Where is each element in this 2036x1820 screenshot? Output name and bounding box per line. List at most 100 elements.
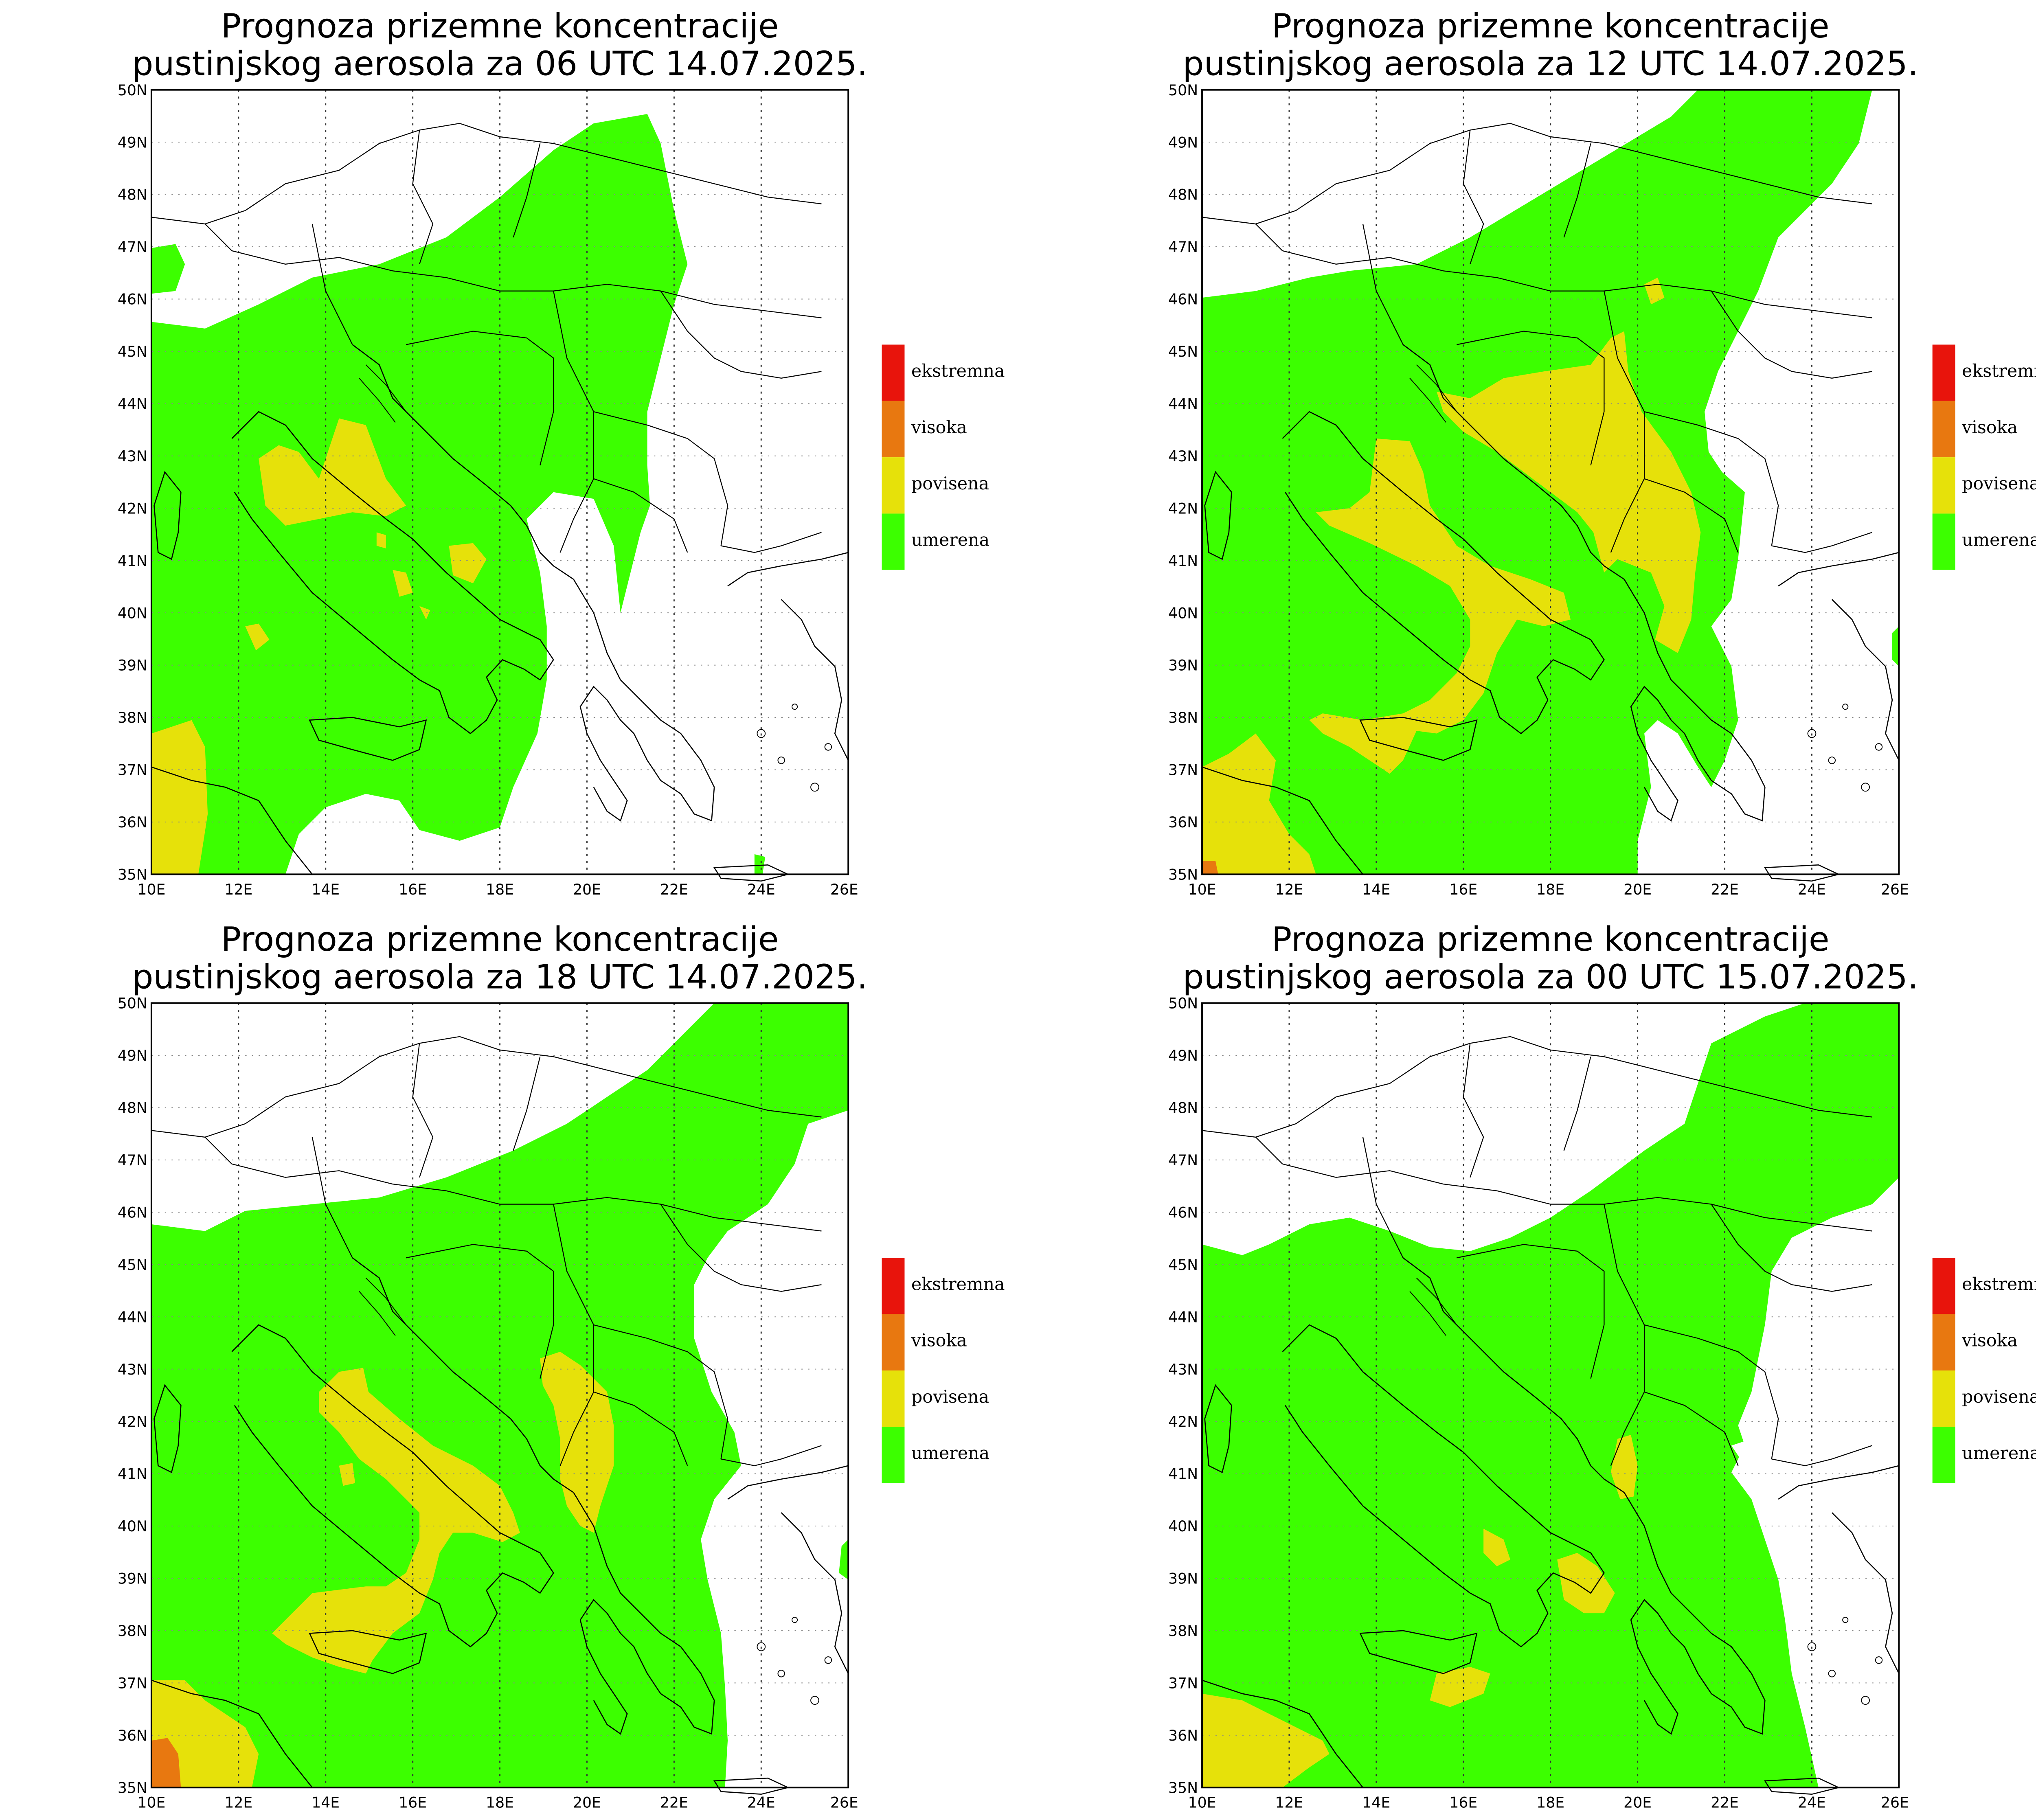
- lon-tick-label: 20E: [1624, 1794, 1652, 1811]
- legend-label: povisena: [1962, 474, 2036, 494]
- legend-swatch-povisena: [882, 1370, 905, 1427]
- lat-tick-label: 50N: [1168, 995, 1198, 1012]
- lon-axis-labels: 10E 12E 14E 16E 18E 20E 22E 24E 26E: [137, 1794, 858, 1811]
- lat-tick-label: 50N: [1168, 81, 1198, 99]
- legend-label: visoka: [911, 1331, 967, 1351]
- povisena-area: [151, 418, 487, 875]
- legend-swatch-ekstremna: [1932, 1258, 1955, 1314]
- lat-tick-label: 44N: [1168, 1308, 1198, 1326]
- lon-tick-label: 20E: [1624, 881, 1652, 898]
- lat-tick-label: 35N: [118, 1779, 147, 1796]
- lat-tick-label: 38N: [1168, 709, 1198, 726]
- lon-tick-label: 26E: [830, 1794, 858, 1811]
- lon-tick-label: 24E: [747, 881, 775, 898]
- lat-tick-label: 43N: [1168, 1361, 1198, 1378]
- lon-tick-label: 16E: [1449, 881, 1477, 898]
- legend: ekstremna visoka povisena umerena: [882, 1258, 1005, 1483]
- lat-tick-label: 36N: [1168, 1727, 1198, 1744]
- lat-tick-label: 35N: [118, 866, 147, 884]
- lat-tick-label: 49N: [1168, 134, 1198, 151]
- lat-tick-label: 40N: [118, 1517, 147, 1535]
- legend-swatch-povisena: [882, 457, 905, 514]
- lat-tick-label: 46N: [1168, 1204, 1198, 1221]
- lon-axis-labels: 10E 12E 14E 16E 18E 20E 22E 24E 26E: [1188, 1794, 1909, 1811]
- forecast-panel-1: Prognoza prizemne koncentracije pustinjs…: [118, 7, 1005, 898]
- legend-swatch-ekstremna: [882, 1258, 905, 1314]
- lat-tick-label: 39N: [118, 657, 147, 674]
- legend-swatch-visoka: [1932, 1314, 1955, 1370]
- lon-tick-label: 12E: [1275, 1794, 1303, 1811]
- lat-tick-label: 37N: [1168, 1675, 1198, 1692]
- lat-tick-label: 36N: [118, 1727, 147, 1744]
- lat-tick-label: 41N: [118, 552, 147, 570]
- lon-tick-label: 18E: [1536, 1794, 1564, 1811]
- forecast-panel-2: Prognoza prizemne koncentracije pustinjs…: [1168, 7, 2036, 898]
- lat-tick-label: 42N: [1168, 500, 1198, 517]
- lon-tick-label: 12E: [224, 881, 252, 898]
- map-frame: [1201, 1002, 1900, 1795]
- lat-tick-label: 37N: [1168, 761, 1198, 779]
- lat-tick-label: 50N: [118, 995, 147, 1012]
- lat-tick-label: 45N: [1168, 1256, 1198, 1274]
- lat-tick-label: 36N: [1168, 814, 1198, 831]
- legend-label: umerena: [911, 530, 989, 550]
- lat-tick-label: 47N: [118, 1151, 147, 1169]
- map-frame: [150, 1002, 849, 1795]
- lon-tick-label: 12E: [1275, 881, 1303, 898]
- legend-label: visoka: [911, 417, 967, 438]
- lat-tick-label: 39N: [1168, 1570, 1198, 1588]
- lat-tick-label: 35N: [1168, 1779, 1198, 1796]
- map-frame: [1201, 89, 1900, 882]
- lat-tick-label: 37N: [118, 1675, 147, 1692]
- lat-tick-label: 42N: [118, 1413, 147, 1430]
- legend-swatch-ekstremna: [882, 344, 905, 401]
- legend: ekstremna visoka povisena umerena: [1932, 344, 2036, 570]
- legend-swatch-umerena: [1932, 513, 1955, 570]
- legend-swatch-visoka: [882, 401, 905, 458]
- lat-axis-labels: 50N 49N 48N 47N 46N 45N 44N 43N 42N 41N …: [1168, 81, 1198, 884]
- panel-title-line2: pustinjskog aerosola za 06 UTC 14.07.202…: [132, 44, 868, 83]
- lat-tick-label: 47N: [1168, 1151, 1198, 1169]
- legend-label: visoka: [1961, 417, 2018, 438]
- panel-title-line1: Prognoza prizemne koncentracije: [221, 920, 779, 959]
- lat-tick-label: 46N: [1168, 291, 1198, 308]
- lat-tick-label: 43N: [118, 1361, 147, 1378]
- lat-tick-label: 44N: [118, 1308, 147, 1326]
- lat-tick-label: 42N: [118, 500, 147, 517]
- legend-swatch-umerena: [882, 513, 905, 570]
- lon-tick-label: 24E: [1798, 1794, 1826, 1811]
- legend-label: povisena: [911, 474, 989, 494]
- legend-swatch-umerena: [1932, 1427, 1955, 1483]
- lat-tick-label: 39N: [1168, 657, 1198, 674]
- lat-axis-labels: 50N 49N 48N 47N 46N 45N 44N 43N 42N 41N …: [118, 995, 147, 1797]
- legend: ekstremna visoka povisena umerena: [1932, 1258, 2036, 1483]
- lon-tick-label: 16E: [1449, 1794, 1477, 1811]
- lat-tick-label: 38N: [1168, 1622, 1198, 1640]
- legend-label: ekstremna: [1962, 1274, 2036, 1294]
- lat-tick-label: 45N: [118, 1256, 147, 1274]
- lon-tick-label: 14E: [1362, 1794, 1390, 1811]
- lat-tick-label: 45N: [118, 343, 147, 360]
- lat-tick-label: 41N: [1168, 552, 1198, 570]
- lat-axis-labels: 50N 49N 48N 47N 46N 45N 44N 43N 42N 41N …: [1168, 995, 1198, 1797]
- lon-tick-label: 18E: [486, 1794, 514, 1811]
- lon-tick-label: 12E: [224, 1794, 252, 1811]
- lat-tick-label: 36N: [118, 814, 147, 831]
- visoka-area: [151, 1738, 181, 1788]
- lat-tick-label: 44N: [1168, 395, 1198, 413]
- legend-label: umerena: [1962, 1443, 2036, 1463]
- lat-tick-label: 38N: [118, 709, 147, 726]
- lat-tick-label: 46N: [118, 291, 147, 308]
- lon-tick-label: 24E: [1798, 881, 1826, 898]
- lon-tick-label: 20E: [573, 881, 601, 898]
- panel-title-line1: Prognoza prizemne koncentracije: [221, 7, 779, 46]
- legend-swatch-povisena: [1932, 457, 1955, 514]
- legend-swatch-umerena: [882, 1427, 905, 1483]
- lat-tick-label: 42N: [1168, 1413, 1198, 1430]
- legend-swatch-visoka: [882, 1314, 905, 1370]
- lon-tick-label: 18E: [1536, 881, 1564, 898]
- lon-tick-label: 10E: [137, 881, 165, 898]
- legend-label: ekstremna: [911, 361, 1005, 381]
- lat-tick-label: 43N: [1168, 447, 1198, 465]
